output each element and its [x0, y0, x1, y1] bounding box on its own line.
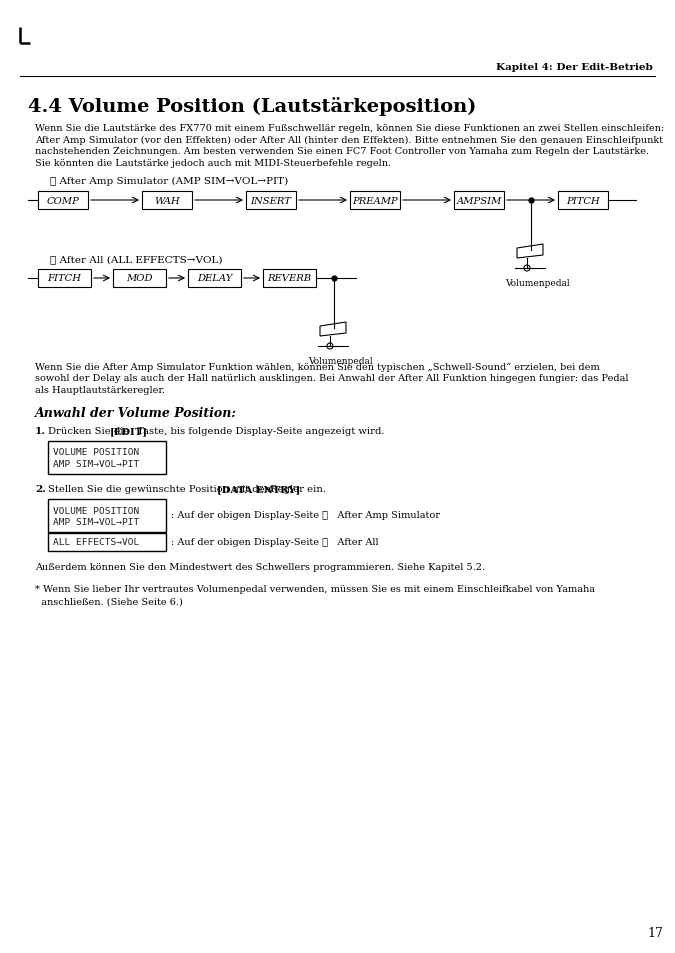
Text: 17: 17 — [647, 926, 663, 939]
Bar — [48, 533, 166, 551]
Text: VOLUME POSITION: VOLUME POSITION — [53, 448, 139, 457]
Text: ① After Amp Simulator (AMP SIM→VOL→PIT): ① After Amp Simulator (AMP SIM→VOL→PIT) — [50, 177, 288, 186]
Bar — [38, 192, 88, 210]
Text: DELAY: DELAY — [197, 274, 232, 283]
Text: PITCH: PITCH — [566, 196, 600, 205]
Bar — [263, 270, 316, 288]
Text: ② After All (ALL EFFECTS→VOL): ② After All (ALL EFFECTS→VOL) — [50, 254, 223, 264]
Text: After Amp Simulator (vor den Effekten) oder After All (hinter den Effekten). Bit: After Amp Simulator (vor den Effekten) o… — [35, 135, 663, 145]
Text: Außerdem können Sie den Mindestwert des Schwellers programmieren. Siehe Kapitel : Außerdem können Sie den Mindestwert des … — [35, 563, 485, 572]
Text: [DATA ENTRY]: [DATA ENTRY] — [217, 485, 300, 494]
Text: AMPSIM: AMPSIM — [456, 196, 502, 205]
Bar — [454, 192, 504, 210]
Text: VOLUME POSITION: VOLUME POSITION — [53, 506, 139, 515]
Text: 2.: 2. — [35, 485, 46, 494]
Text: COMP: COMP — [47, 196, 80, 205]
Bar — [142, 192, 192, 210]
Bar — [38, 270, 91, 288]
Text: Wenn Sie die After Amp Simulator Funktion wählen, können Sie den typischen „Schw: Wenn Sie die After Amp Simulator Funktio… — [35, 363, 600, 372]
Text: Stellen Sie die gewünschte Position mit dem: Stellen Sie die gewünschte Position mit … — [48, 485, 277, 494]
Text: Anwahl der Volume Position:: Anwahl der Volume Position: — [35, 407, 237, 420]
Text: Drücken Sie die: Drücken Sie die — [48, 427, 132, 436]
Text: Volumenpedal: Volumenpedal — [308, 356, 373, 366]
Text: 4.4 Volume Position (Lautstärkeposition): 4.4 Volume Position (Lautstärkeposition) — [28, 97, 477, 116]
Bar — [113, 270, 166, 288]
Text: nachstehenden Zeichnungen. Am besten verwenden Sie einen FC7 Foot Controller von: nachstehenden Zeichnungen. Am besten ver… — [35, 147, 649, 156]
Text: anschließen. (Siehe Seite 6.): anschließen. (Siehe Seite 6.) — [35, 597, 183, 606]
Text: Kapitel 4: Der Edit-Betrieb: Kapitel 4: Der Edit-Betrieb — [496, 63, 653, 71]
Bar — [188, 270, 241, 288]
Text: sowohl der Delay als auch der Hall natürlich ausklingen. Bei Anwahl der After Al: sowohl der Delay als auch der Hall natür… — [35, 375, 628, 383]
Text: INSERT: INSERT — [250, 196, 292, 205]
Text: : Auf der obigen Display-Seite ②   After All: : Auf der obigen Display-Seite ② After A… — [171, 537, 379, 546]
Text: REVERB: REVERB — [267, 274, 312, 283]
Text: [EDIT]: [EDIT] — [109, 427, 148, 436]
Bar — [246, 192, 296, 210]
Bar — [48, 441, 166, 474]
Text: MOD: MOD — [126, 274, 153, 283]
Bar — [48, 499, 166, 532]
Text: Sie könnten die Lautstärke jedoch auch mit MIDI-Steuerbefehle regeln.: Sie könnten die Lautstärke jedoch auch m… — [35, 158, 391, 168]
Text: AMP SIM→VOL→PIT: AMP SIM→VOL→PIT — [53, 460, 139, 469]
Text: ALL EFFECTS→VOL: ALL EFFECTS→VOL — [53, 537, 139, 546]
Bar — [350, 192, 400, 210]
Text: Wenn Sie die Lautstärke des FX770 mit einem Fußschwellär regeln, können Sie dies: Wenn Sie die Lautstärke des FX770 mit ei… — [35, 124, 664, 132]
Text: 1.: 1. — [35, 427, 46, 436]
Text: * Wenn Sie lieber Ihr vertrautes Volumenpedal verwenden, müssen Sie es mit einem: * Wenn Sie lieber Ihr vertrautes Volumen… — [35, 585, 595, 594]
Text: FITCH: FITCH — [47, 274, 82, 283]
Text: Taste, bis folgende Display-Seite angezeigt wird.: Taste, bis folgende Display-Seite angeze… — [134, 427, 385, 436]
Text: : Auf der obigen Display-Seite ①   After Amp Simulator: : Auf der obigen Display-Seite ① After A… — [171, 511, 440, 519]
Text: AMP SIM→VOL→PIT: AMP SIM→VOL→PIT — [53, 518, 139, 527]
Text: als Hauptlautstärkeregler.: als Hauptlautstärkeregler. — [35, 386, 165, 395]
Text: PREAMP: PREAMP — [352, 196, 398, 205]
Bar — [558, 192, 608, 210]
Text: Regler ein.: Regler ein. — [267, 485, 326, 494]
Text: WAH: WAH — [154, 196, 180, 205]
Text: Volumenpedal: Volumenpedal — [505, 278, 569, 288]
